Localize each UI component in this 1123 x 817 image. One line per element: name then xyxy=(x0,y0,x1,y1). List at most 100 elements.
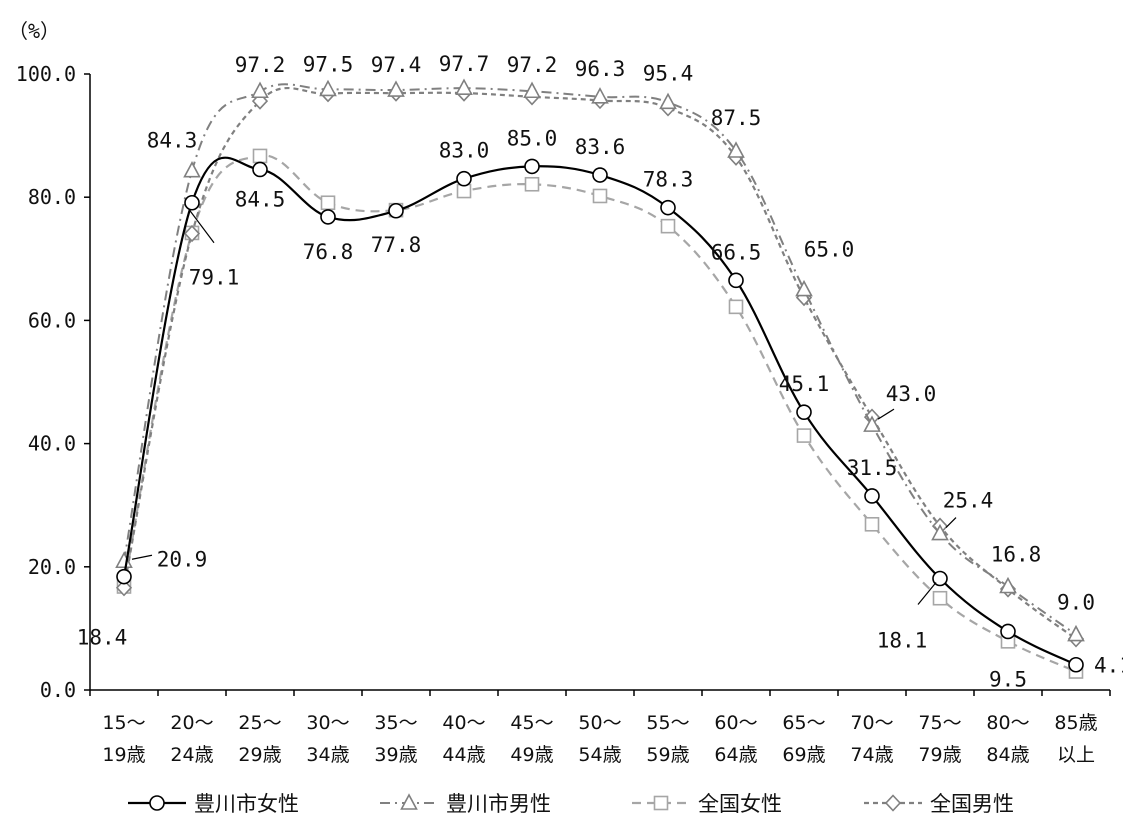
data-label-male: 96.3 xyxy=(575,57,626,81)
x-tick-label: 34歳 xyxy=(306,744,349,766)
data-label-male: 16.8 xyxy=(991,543,1042,567)
legend-marker-circle xyxy=(149,795,165,811)
data-point-circle xyxy=(932,570,948,587)
x-tick-label: 74歳 xyxy=(850,744,893,766)
data-point-triangle xyxy=(183,161,201,178)
data-point-square xyxy=(796,428,812,443)
series-line xyxy=(122,156,1077,666)
legend-label: 全国女性 xyxy=(698,792,782,816)
x-tick-label: 29歳 xyxy=(238,744,281,766)
x-tick-label: 84歳 xyxy=(986,744,1029,766)
axes: 0.0 20.0 40.0 60.0 80.0 100.0 （%） 15～ 19歳 20～ 24歳 2… xyxy=(8,19,1111,766)
legend-label: 豊川市女性 xyxy=(194,792,299,816)
x-tick-label: 24歳 xyxy=(170,744,213,766)
data-point-triangle xyxy=(727,141,745,158)
data-point-triangle xyxy=(659,92,677,110)
series-line xyxy=(123,83,1077,636)
label-leader-line xyxy=(877,408,895,420)
legend-item: 豊川市男性 xyxy=(380,792,551,816)
x-tick-label: 65～ xyxy=(782,712,825,734)
y-tick-label: 100.0 xyxy=(16,62,76,86)
data-point-circle xyxy=(252,161,268,178)
data-label-female: 18.1 xyxy=(877,629,928,653)
data-point-triangle xyxy=(931,523,949,541)
data-point-triangle xyxy=(1067,624,1085,642)
legend-item: 全国男性 xyxy=(864,792,1014,816)
data-point-triangle xyxy=(319,79,337,97)
data-label-female: 9.5 xyxy=(989,667,1027,691)
x-tick-label: 40～ xyxy=(442,712,485,734)
x-tick-label: 50～ xyxy=(578,712,621,734)
legend-marker-triangle xyxy=(400,793,418,810)
y-tick-label: 40.0 xyxy=(28,432,76,456)
data-label-female: 79.1 xyxy=(189,266,240,290)
data-label-male: 43.0 xyxy=(886,382,937,406)
x-tick-label: 75～ xyxy=(918,712,961,734)
legend-item: 全国女性 xyxy=(632,792,782,816)
data-point-square xyxy=(252,148,268,164)
x-tick-label: 15～ xyxy=(102,712,145,734)
label-leader-line xyxy=(131,554,153,560)
data-label-female: 45.1 xyxy=(779,372,830,396)
data-label-male: 84.3 xyxy=(147,129,198,153)
data-point-circle xyxy=(116,568,132,585)
label-leader-line xyxy=(917,582,937,605)
data-label-male: 65.0 xyxy=(804,238,855,262)
x-tick-label: 25～ xyxy=(238,712,281,734)
data-label-female: 84.5 xyxy=(235,187,286,211)
data-point-triangle xyxy=(591,87,609,104)
x-tick-label: 79歳 xyxy=(918,744,961,766)
y-tick-label: 80.0 xyxy=(28,185,76,209)
legend-item: 豊川市女性 xyxy=(128,792,299,816)
x-tick-label: 45～ xyxy=(510,712,553,734)
x-tick-label: 69歳 xyxy=(782,744,825,766)
data-point-square xyxy=(932,590,948,606)
data-point-square xyxy=(320,195,336,211)
data-label-female: 4.1 xyxy=(1094,654,1123,678)
data-label-male: 20.9 xyxy=(157,547,208,571)
data-point-triangle xyxy=(523,81,541,99)
data-label-female: 76.8 xyxy=(303,240,354,264)
x-tick-label: 19歳 xyxy=(102,744,145,766)
data-point-triangle xyxy=(999,576,1017,594)
x-tick-label: 44歳 xyxy=(442,744,485,766)
data-label-male: 87.5 xyxy=(711,106,762,130)
x-tick-label: 59歳 xyxy=(646,744,689,766)
data-point-square xyxy=(864,516,880,532)
data-label-female: 18.4 xyxy=(77,626,128,650)
data-point-diamond xyxy=(183,224,201,243)
data-point-circle xyxy=(1068,656,1084,673)
legend-label: 全国男性 xyxy=(930,792,1014,816)
data-point-diamond xyxy=(115,579,133,597)
series-triangle xyxy=(115,78,1085,642)
series-line xyxy=(122,86,1077,640)
data-point-circle xyxy=(456,170,472,187)
series-group xyxy=(115,78,1085,679)
legend-marker-diamond xyxy=(884,794,902,812)
data-point-circle xyxy=(660,199,676,216)
data-point-circle xyxy=(320,209,336,225)
data-label-female: 77.8 xyxy=(371,233,422,257)
data-label-female: 66.5 xyxy=(711,240,762,264)
data-label-female: 83.0 xyxy=(439,139,490,163)
x-tick-label: 70～ xyxy=(850,712,893,734)
x-tick-label: 30～ xyxy=(306,712,349,734)
x-tick-label: 80～ xyxy=(986,712,1029,734)
data-label-male: 97.7 xyxy=(439,52,490,76)
x-tick-label: 以上 xyxy=(1057,744,1095,766)
legend-marker-square xyxy=(653,795,669,811)
y-unit-label: （%） xyxy=(8,19,60,43)
data-label-female: 31.5 xyxy=(847,456,898,480)
data-point-square xyxy=(592,188,608,204)
data-label-male: 97.2 xyxy=(507,53,558,77)
x-tick-label: 39歳 xyxy=(374,744,417,766)
data-point-circle xyxy=(524,158,540,175)
x-tick-label: 60～ xyxy=(714,712,757,734)
data-point-triangle xyxy=(387,80,405,97)
y-tick-label: 20.0 xyxy=(28,555,76,579)
data-point-circle xyxy=(864,488,880,504)
data-point-square xyxy=(524,176,540,192)
data-point-circle xyxy=(796,404,812,420)
